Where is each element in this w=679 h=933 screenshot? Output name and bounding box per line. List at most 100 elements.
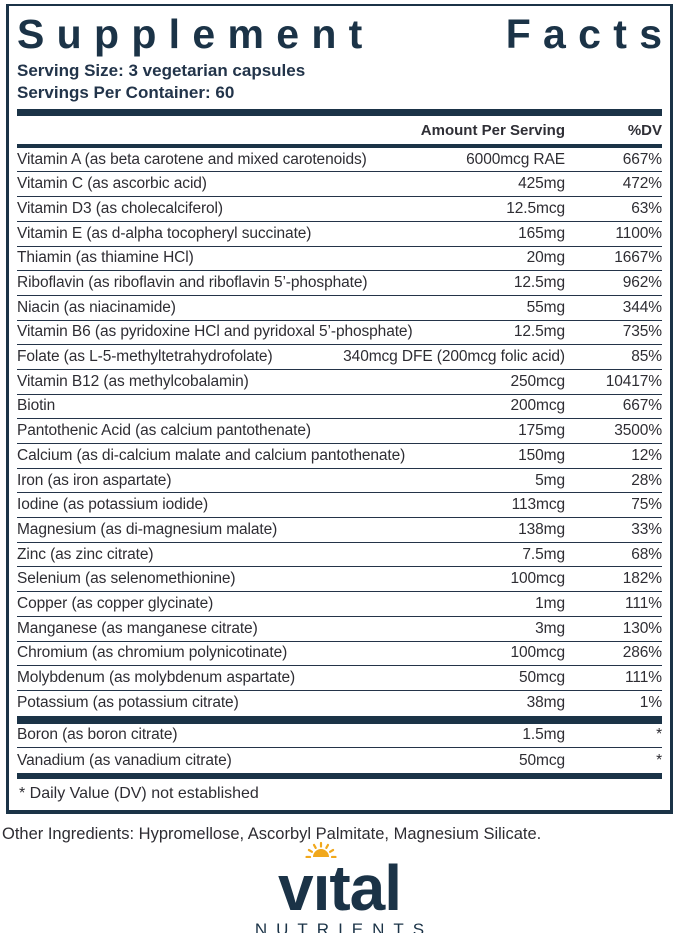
nutrient-amount: 1.5mg	[522, 726, 565, 744]
nutrient-amount: 165mg	[518, 224, 565, 242]
nutrient-amount: 12.5mg	[513, 323, 565, 341]
nutrient-amount: 150mg	[518, 446, 565, 464]
table-row: Riboflavin (as riboflavin and riboflavin…	[17, 271, 662, 296]
nutrient-name: Iron (as iron aspartate)	[17, 471, 172, 489]
nutrient-amount: 50mcg	[518, 669, 565, 687]
title-word-facts: Facts	[505, 11, 675, 57]
table-row: Niacin (as niacinamide) 55mg 344%	[17, 296, 662, 321]
nutrient-dv: 962%	[622, 274, 662, 292]
nutrient-name: Folate (as L-5-methyltetrahydrofolate)	[17, 348, 273, 366]
nutrient-amount: 340mcg DFE (200mcg folic acid)	[343, 348, 565, 366]
dv-column-header: %DV	[627, 121, 662, 139]
facts-panel: Supplement Facts Serving Size: 3 vegetar…	[6, 4, 673, 814]
nutrient-name: Calcium (as di-calcium malate and calciu…	[17, 446, 406, 464]
table-row: Pantothenic Acid (as calcium pantothenat…	[17, 419, 662, 445]
nutrient-name: Selenium (as selenomethionine)	[17, 570, 236, 588]
nutrient-amount: 250mcg	[510, 372, 565, 390]
divider-thick-middle	[17, 715, 662, 724]
table-row: Iodine (as potassium iodide) 113mcg 75%	[17, 493, 662, 519]
nutrient-dv: 10417%	[605, 372, 662, 390]
table-row: Chromium (as chromium polynicotinate) 10…	[17, 642, 662, 667]
divider-header	[17, 143, 662, 148]
nutrient-name: Vitamin B6 (as pyridoxine HCl and pyrido…	[17, 323, 413, 341]
nutrient-dv: 33%	[631, 520, 662, 538]
table-row: Calcium (as di-calcium malate and calciu…	[17, 444, 662, 469]
brand-word-pre: v	[277, 851, 314, 924]
nutrient-dv: 735%	[622, 323, 662, 341]
nutrient-name: Pantothenic Acid (as calcium pantothenat…	[17, 422, 311, 440]
nutrient-name: Vitamin A (as beta carotene and mixed ca…	[17, 150, 367, 168]
sun-icon	[305, 841, 337, 858]
nutrient-name: Thiamin (as thiamine HCl)	[17, 249, 194, 267]
nutrient-dv: 1%	[639, 694, 662, 712]
table-row: Copper (as copper glycinate) 1mg 111%	[17, 592, 662, 617]
table-row: Selenium (as selenomethionine) 100mcg 18…	[17, 567, 662, 593]
nutrient-amount: 55mg	[526, 298, 565, 316]
nutrient-name: Copper (as copper glycinate)	[17, 594, 214, 612]
brand-word-post: tal	[329, 851, 402, 924]
nutrient-dv: 344%	[622, 298, 662, 316]
nutrient-dv: *	[656, 751, 662, 769]
nutrient-dv: 12%	[631, 446, 662, 464]
brand-wordmark: v ıtal	[278, 841, 402, 920]
table-row: Thiamin (as thiamine HCl) 20mg 1667%	[17, 247, 662, 272]
nutrient-name: Niacin (as niacinamide)	[17, 298, 176, 316]
nutrient-amount: 100mcg	[510, 644, 565, 662]
nutrient-amount: 200mcg	[510, 397, 565, 415]
nutrient-name: Iodine (as potassium iodide)	[17, 496, 209, 514]
nutrient-dv: 68%	[631, 545, 662, 563]
nutrient-amount: 1mg	[535, 594, 565, 612]
divider-thick-top	[17, 108, 662, 116]
nutrient-dv: 286%	[622, 644, 662, 662]
nutrient-dv: 28%	[631, 471, 662, 489]
table-row: Zinc (as zinc citrate) 7.5mg 68%	[17, 543, 662, 568]
nutrient-amount: 5mg	[535, 471, 565, 489]
nutrient-amount: 3mg	[535, 619, 565, 637]
nutrient-dv: 667%	[622, 150, 662, 168]
nutrient-name: Boron (as boron citrate)	[17, 726, 178, 744]
nutrient-dv: 3500%	[614, 422, 662, 440]
nutrient-name: Chromium (as chromium polynicotinate)	[17, 644, 288, 662]
nutrient-amount: 20mg	[526, 249, 565, 267]
table-row: Manganese (as manganese citrate) 3mg 130…	[17, 617, 662, 642]
table-row: Biotin 200mcg 667%	[17, 395, 662, 420]
table-row: Magnesium (as di-magnesium malate) 138mg…	[17, 518, 662, 543]
nutrient-name: Riboflavin (as riboflavin and riboflavin…	[17, 274, 368, 292]
table-row: Iron (as iron aspartate) 5mg 28%	[17, 469, 662, 494]
nutrient-dv: 182%	[622, 570, 662, 588]
brand-letter-i: ı	[305, 841, 337, 920]
nutrient-dv: 75%	[631, 496, 662, 514]
nutrient-amount: 425mg	[518, 175, 565, 193]
nutrient-amount: 175mg	[518, 422, 565, 440]
nutrient-name: Vitamin D3 (as cholecalciferol)	[17, 199, 223, 217]
nutrient-dv: 472%	[622, 175, 662, 193]
footnote-nutrient-rows: Boron (as boron citrate) 1.5mg * Vanadiu…	[17, 724, 662, 773]
brand-letter-i-glyph: ı	[312, 851, 331, 924]
nutrient-name: Vitamin C (as ascorbic acid)	[17, 175, 207, 193]
nutrient-rows: Vitamin A (as beta carotene and mixed ca…	[17, 148, 662, 716]
table-row: Potassium (as potassium citrate) 38mg 1%	[17, 691, 662, 716]
nutrient-dv: 667%	[622, 397, 662, 415]
nutrient-name: Manganese (as manganese citrate)	[17, 619, 258, 637]
nutrient-amount: 113mcg	[511, 496, 566, 514]
table-row: Boron (as boron citrate) 1.5mg *	[17, 724, 662, 749]
nutrient-amount: 138mg	[518, 520, 565, 538]
nutrient-dv: *	[656, 726, 662, 744]
nutrient-dv: 111%	[625, 669, 662, 687]
divider-thick-bottom	[17, 772, 662, 779]
daily-value-footnote: * Daily Value (DV) not established	[19, 784, 259, 802]
nutrient-name: Vitamin B12 (as methylcobalamin)	[17, 372, 249, 390]
brand-subtext: NUTRIENTS	[254, 919, 434, 933]
other-ingredients-text: Other Ingredients: Hypromellose, Ascorby…	[2, 824, 542, 843]
table-row: Molybdenum (as molybdenum aspartate) 50m…	[17, 666, 662, 691]
nutrient-dv: 85%	[631, 348, 662, 366]
nutrient-name: Vanadium (as vanadium citrate)	[17, 751, 232, 769]
servings-per-container-text: Servings Per Container: 60	[17, 83, 235, 103]
nutrient-dv: 130%	[622, 619, 662, 637]
nutrient-amount: 7.5mg	[522, 545, 565, 563]
nutrient-amount: 6000mcg RAE	[466, 150, 565, 168]
nutrient-name: Molybdenum (as molybdenum aspartate)	[17, 669, 296, 687]
table-header-row: Amount Per Serving %DV	[17, 116, 662, 144]
nutrient-amount: 50mcg	[518, 751, 565, 769]
nutrient-amount: 100mcg	[510, 570, 565, 588]
